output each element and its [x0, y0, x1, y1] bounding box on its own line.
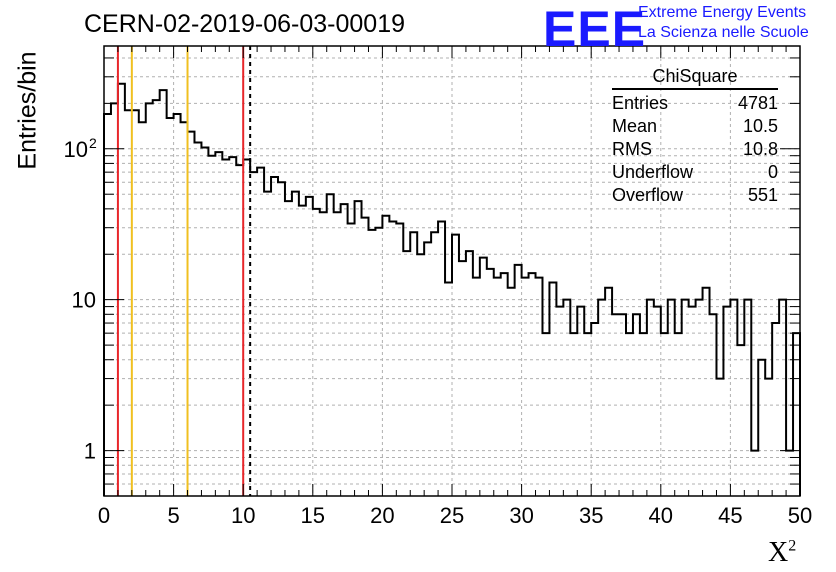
x-tick-label: 50	[788, 503, 812, 528]
x-axis-label-text: X	[768, 537, 789, 568]
x-tick-label: 45	[718, 503, 742, 528]
stats-value: 4781	[737, 93, 778, 113]
chart-title: CERN-02-2019-06-03-00019	[84, 10, 406, 38]
stats-label: Underflow	[612, 162, 694, 182]
eee-logo: EEE	[543, 1, 647, 57]
x-tick-label: 15	[301, 503, 325, 528]
y-tick-label-exponent: 2	[89, 135, 97, 151]
histogram-outline	[103, 82, 801, 496]
stats-row: Underflow 0	[612, 161, 778, 184]
stats-box-title: ChiSquare	[612, 66, 778, 90]
stats-value: 10.5	[742, 116, 778, 136]
histogram-series	[103, 82, 801, 496]
stats-label: Mean	[612, 116, 658, 136]
stats-value: 10.8	[742, 139, 778, 159]
x-tick-label: 25	[440, 503, 464, 528]
x-axis-label-exponent: 2	[788, 537, 797, 555]
stats-label: Entries	[612, 93, 669, 113]
logo-line-1: Extreme Energy Events	[638, 4, 807, 21]
stats-row: Overflow 551	[612, 184, 778, 207]
y-axis-label: Entries/bin	[13, 51, 42, 170]
y-tick-label: 10	[72, 288, 96, 313]
stats-row: Entries 4781	[612, 92, 778, 115]
cut-lines	[116, 46, 252, 496]
stats-label: Overflow	[612, 185, 684, 205]
y-tick-label: 1	[84, 439, 96, 464]
y-tick-label: 10	[64, 137, 88, 162]
stats-row: RMS 10.8	[612, 138, 778, 161]
logo-line-2: La Scienza nelle Scuole	[638, 24, 809, 41]
x-tick-label: 20	[370, 503, 394, 528]
x-axis-ticks: 0 5 10 15 20 25 30 35 40 45 50	[98, 46, 812, 528]
stats-label: RMS	[612, 139, 652, 159]
stats-row: Mean 10.5	[612, 115, 778, 138]
stats-value: 551	[747, 185, 778, 205]
x-tick-label: 10	[231, 503, 255, 528]
x-tick-label: 5	[167, 503, 179, 528]
x-tick-label: 35	[579, 503, 603, 528]
stats-value: 0	[767, 162, 778, 182]
stats-box: ChiSquare Entries 4781 Mean 10.5 RMS 10.8 U…	[612, 66, 778, 207]
x-tick-label: 40	[649, 503, 673, 528]
x-axis-label: X2	[768, 537, 796, 569]
x-tick-label: 30	[509, 503, 533, 528]
x-tick-label: 0	[98, 503, 110, 528]
